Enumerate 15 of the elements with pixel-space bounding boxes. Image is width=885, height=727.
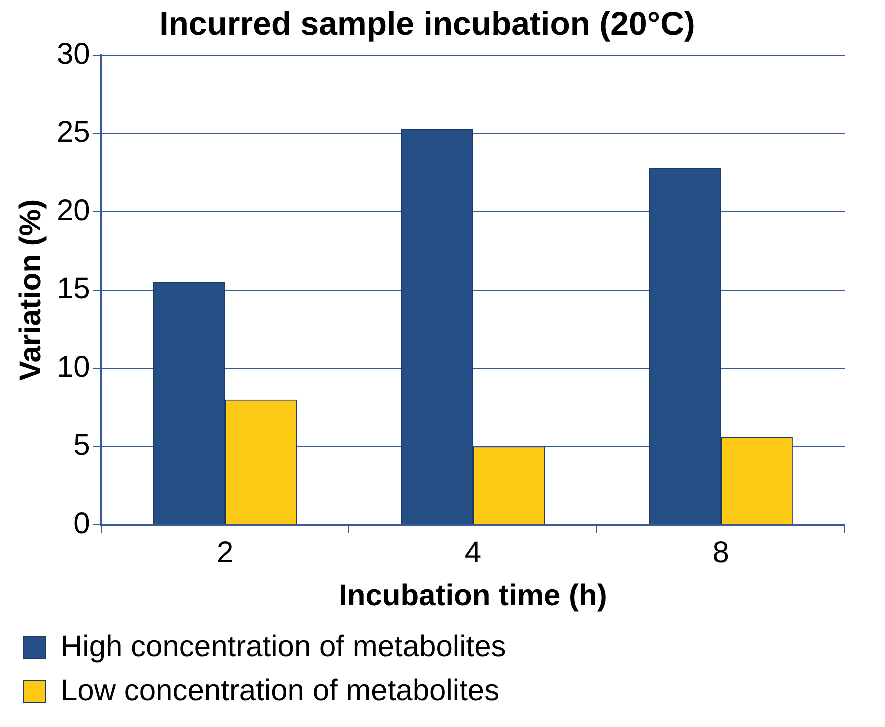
legend-label: Low concentration of metabolites (61, 674, 500, 708)
legend-label: High concentration of metabolites (61, 630, 506, 664)
y-tick-label: 0 (74, 507, 90, 540)
y-tick-label: 5 (74, 429, 90, 462)
y-tick-label: 25 (56, 116, 90, 150)
y-tick-label: 30 (56, 38, 90, 71)
y-tick-label: 10 (56, 350, 90, 384)
x-axis-title: Incubation time (h) (339, 579, 608, 612)
y-tick-label: 20 (56, 194, 90, 228)
y-tick-label: 15 (56, 272, 90, 306)
x-tick-label: 2 (216, 536, 234, 570)
chart-title: Incurred sample incubation (20°C) (160, 4, 696, 42)
y-axis-title: Variation (%) (14, 199, 48, 382)
x-tick-label: 8 (712, 536, 730, 570)
x-tick-label: 4 (464, 536, 482, 570)
